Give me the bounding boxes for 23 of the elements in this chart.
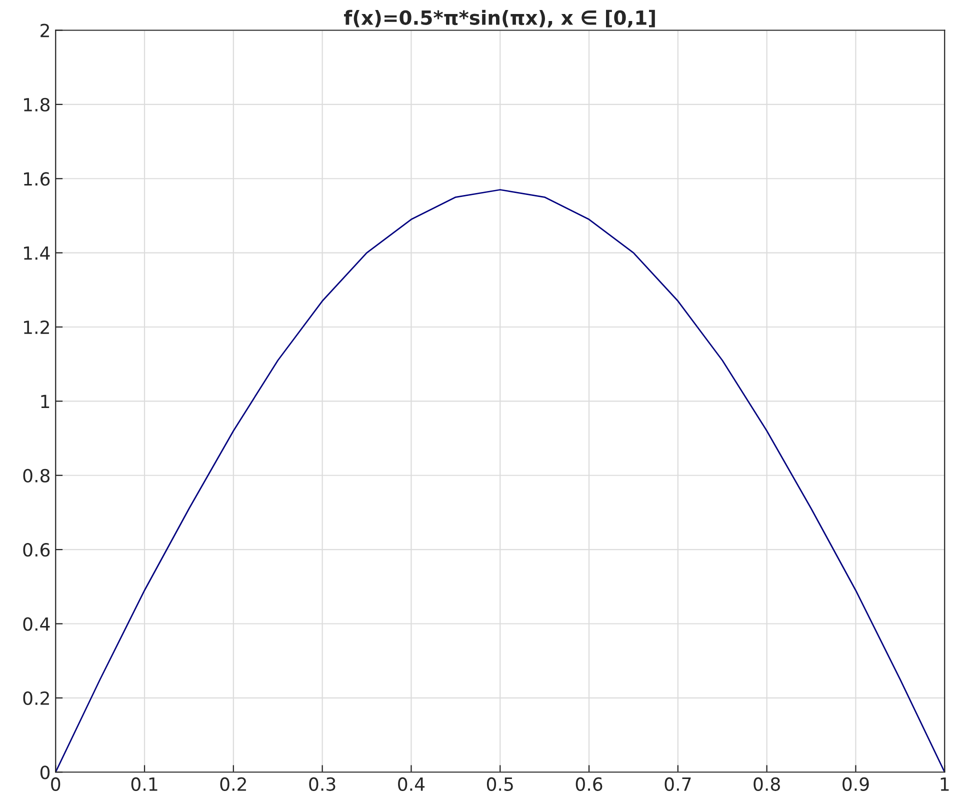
y-tick-label: 0.4 <box>23 617 50 631</box>
y-tick-label: 2 <box>40 24 49 38</box>
y-tick-label: 1.2 <box>24 320 49 334</box>
x-tick-label: 1 <box>940 778 949 791</box>
x-tick-label: 0.5 <box>486 777 513 791</box>
x-tick-label: 0 <box>51 777 60 791</box>
x-tick-label: 0.3 <box>309 777 336 791</box>
y-tick-label: 1 <box>41 394 50 408</box>
y-tick-label: 1.4 <box>24 246 50 260</box>
x-tick-label: 0.8 <box>754 777 780 791</box>
x-tick-label: 0.6 <box>576 777 602 791</box>
y-tick-label: 0.8 <box>23 468 50 482</box>
y-tick-label: 0.2 <box>23 691 49 706</box>
x-tick-label: 0.1 <box>131 777 158 791</box>
x-tick-label: 0.2 <box>220 777 246 791</box>
y-tick-label: 0.6 <box>23 543 50 557</box>
y-tick-label: 1.8 <box>24 98 50 112</box>
x-tick-label: 0.4 <box>398 777 425 791</box>
y-tick-label: 0 <box>40 766 50 780</box>
y-tick-label: 1.6 <box>24 172 50 186</box>
x-tick-label: 0.7 <box>664 777 691 791</box>
x-tick-label: 0.9 <box>842 777 869 791</box>
chart-title: f(x)=0.5*π*sin(πx), x ∈ [0,1] <box>344 10 655 28</box>
